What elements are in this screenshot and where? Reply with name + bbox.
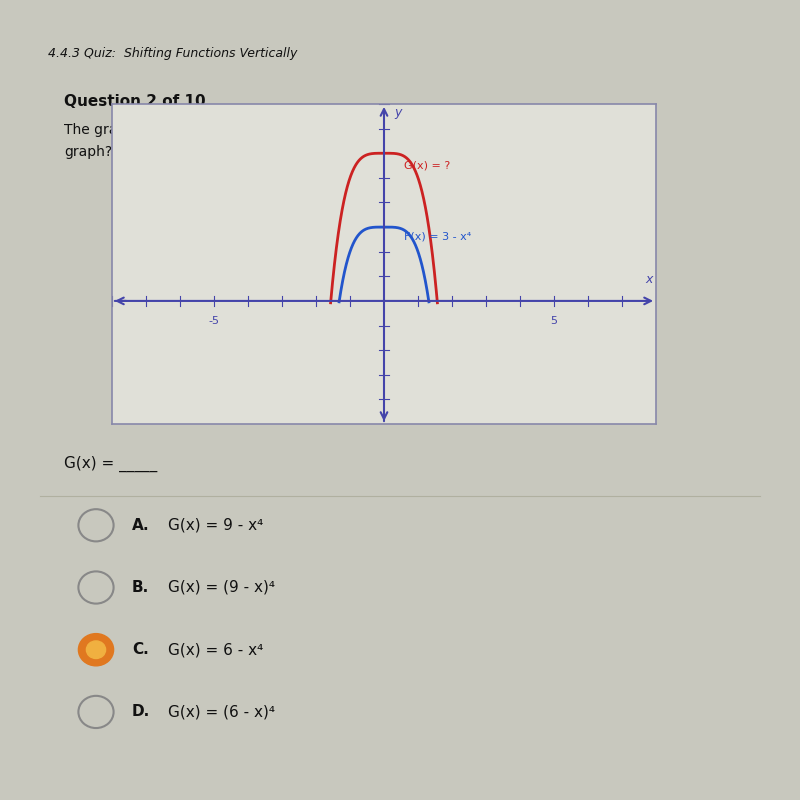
Text: y: y (394, 106, 402, 119)
Text: graph?: graph? (64, 145, 112, 159)
Circle shape (78, 634, 114, 666)
Text: A.: A. (132, 518, 150, 533)
Text: Question 2 of 10: Question 2 of 10 (64, 94, 206, 109)
Text: G(x) = (9 - x)⁴: G(x) = (9 - x)⁴ (168, 580, 275, 595)
Text: G(x) = _____: G(x) = _____ (64, 456, 158, 472)
Text: 5: 5 (550, 316, 558, 326)
Text: G(x) = ?: G(x) = ? (404, 161, 450, 170)
Text: G(x) = (6 - x)⁴: G(x) = (6 - x)⁴ (168, 705, 275, 719)
Text: 4.4.3 Quiz:  Shifting Functions Vertically: 4.4.3 Quiz: Shifting Functions Verticall… (48, 47, 298, 60)
Text: C.: C. (132, 642, 149, 658)
Text: x: x (646, 273, 653, 286)
Text: The graphs below have the same shape. What is the equation of the red: The graphs below have the same shape. Wh… (64, 123, 567, 137)
Text: D.: D. (132, 705, 150, 719)
Text: -5: -5 (209, 316, 219, 326)
Text: G(x) = 9 - x⁴: G(x) = 9 - x⁴ (168, 518, 263, 533)
Text: G(x) = 6 - x⁴: G(x) = 6 - x⁴ (168, 642, 263, 658)
Text: B.: B. (132, 580, 150, 595)
Text: F(x) = 3 - x⁴: F(x) = 3 - x⁴ (404, 232, 472, 242)
Circle shape (86, 641, 106, 658)
